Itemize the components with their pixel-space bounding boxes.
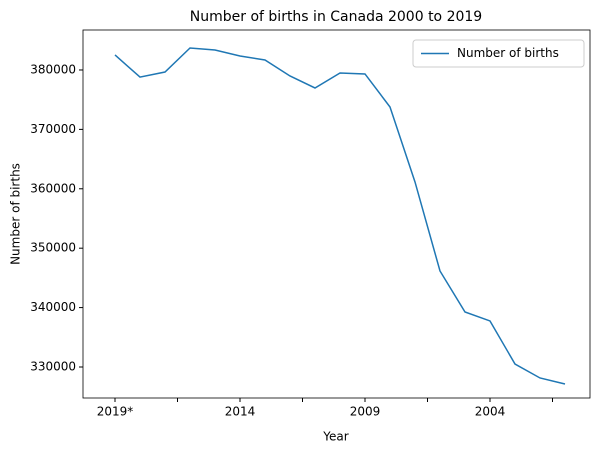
chart-title: Number of births in Canada 2000 to 2019 <box>190 9 482 25</box>
y-axis-label: Number of births <box>9 163 23 265</box>
x-axis-label: Year <box>322 430 348 444</box>
y-tick-label: 380000 <box>30 62 76 76</box>
y-tick-label: 350000 <box>30 241 76 255</box>
plot-frame <box>82 29 591 399</box>
y-tick-label: 370000 <box>30 122 76 136</box>
y-tick-label: 330000 <box>30 359 76 373</box>
x-tick-label: 2009 <box>350 405 381 419</box>
y-tick-label: 340000 <box>30 300 76 314</box>
y-tick-label: 360000 <box>30 181 76 195</box>
x-tick-label: 2014 <box>225 405 256 419</box>
legend-box <box>412 39 585 68</box>
x-tick-label: 2019* <box>97 405 134 419</box>
x-tick-label: 2004 <box>475 405 506 419</box>
legend-label: Number of births <box>457 46 559 60</box>
line-series <box>114 47 566 385</box>
